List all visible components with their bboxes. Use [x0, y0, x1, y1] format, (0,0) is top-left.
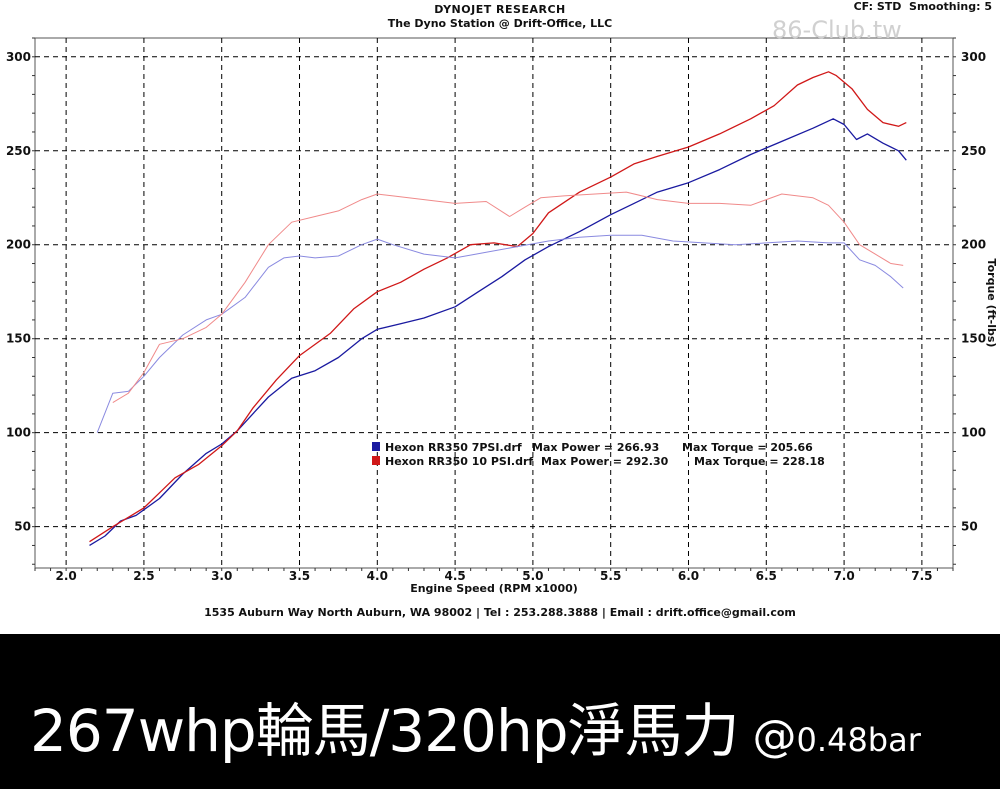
y-tick-label-right: 200 — [961, 238, 986, 252]
ticks-layer: 2.0 2.5 3.0 3.5 4.0 4.5 5.0 5.5 6.0 6.5 7.0 7.5 50 50… — [6, 37, 986, 583]
x-tick-label: 7.0 — [833, 569, 854, 583]
caption-boost: 0.48bar — [796, 721, 921, 759]
series-line-run1-power — [89, 118, 907, 546]
footer-address: 1535 Auburn Way North Auburn, WA 98002 |… — [204, 606, 796, 619]
legend-file-run2: Hexon RR350 10 PSI.drf — [385, 455, 533, 468]
watermark: 86-Club.tw — [772, 16, 902, 44]
y-tick-label-left: 250 — [6, 144, 31, 158]
legend-torque-run2: Max Torque = 228.18 — [694, 455, 825, 468]
x-tick-label: 2.5 — [133, 569, 154, 583]
plot-area — [34, 37, 954, 569]
legend-swatch-run2 — [372, 456, 380, 465]
x-axis-label: Engine Speed (RPM x1000) — [410, 582, 578, 595]
y-tick-label-right: 250 — [961, 144, 986, 158]
caption-text: 267whp輪馬/320hp淨馬力 @0.48bar — [30, 684, 921, 768]
caption-banner: 267whp輪馬/320hp淨馬力 @0.48bar — [0, 634, 1000, 789]
caption-main: 267whp輪馬/320hp淨馬力 — [30, 697, 740, 765]
y-tick-label-right: 50 — [961, 520, 978, 534]
legend-file-run1: Hexon RR350 7PSI.drf — [385, 441, 522, 454]
x-tick-label: 4.0 — [367, 569, 388, 583]
series-line-run2-torque — [112, 191, 904, 404]
series-layer — [89, 71, 907, 546]
grid — [35, 38, 953, 568]
x-tick-label: 5.0 — [522, 569, 543, 583]
x-tick-label: 2.0 — [55, 569, 76, 583]
series-line-run1-torque — [96, 234, 904, 433]
legend-power-run1: Max Power = 266.93 — [532, 441, 659, 454]
y-tick-label-left: 300 — [6, 50, 31, 64]
y-tick-label-left: 200 — [6, 238, 31, 252]
legend: Hexon RR350 7PSI.drf Max Power = 266.93 … — [372, 441, 825, 468]
legend-swatch-run1 — [372, 442, 380, 451]
header-subtitle: The Dyno Station @ Drift-Office, LLC — [387, 17, 613, 30]
y-tick-label-right: 100 — [961, 426, 986, 440]
y-tick-label-left: 100 — [6, 426, 31, 440]
y-axis-label-right: Torque (ft-lbs) — [985, 259, 998, 348]
y-tick-label-right: 300 — [961, 50, 986, 64]
x-tick-label: 3.5 — [289, 569, 310, 583]
dyno-chart: 2.0 2.5 3.0 3.5 4.0 4.5 5.0 5.5 6.0 6.5 7.0 7.5 50 50… — [5, 37, 998, 595]
header-title: DYNOJET RESEARCH — [434, 3, 566, 16]
y-tick-label-left: 150 — [6, 332, 31, 346]
x-tick-label: 7.5 — [911, 569, 932, 583]
x-tick-label: 3.0 — [211, 569, 232, 583]
legend-torque-run1: Max Torque = 205.66 — [682, 441, 813, 454]
x-tick-label: 4.5 — [444, 569, 465, 583]
legend-power-run2: Max Power = 292.30 — [541, 455, 669, 468]
x-tick-label: 6.5 — [756, 569, 777, 583]
y-tick-label-left: 50 — [14, 520, 31, 534]
x-tick-label: 5.5 — [600, 569, 621, 583]
y-tick-label-right: 150 — [961, 332, 986, 346]
x-tick-label: 6.0 — [678, 569, 699, 583]
caption-at: @ — [752, 711, 797, 762]
correction-factor: CF: STD Smoothing: 5 — [853, 0, 992, 13]
series-line-run2-power — [89, 71, 907, 543]
